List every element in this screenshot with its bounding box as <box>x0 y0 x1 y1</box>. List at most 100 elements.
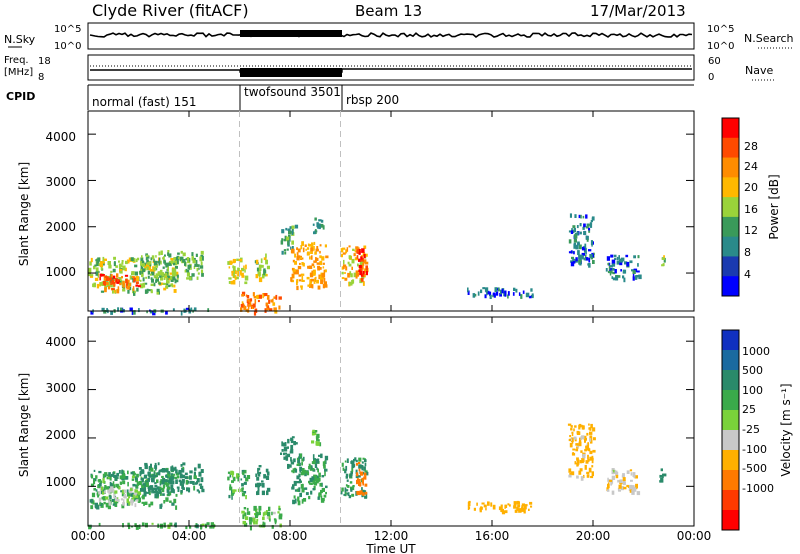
velocity-ytick-2000: 2000 <box>45 428 76 442</box>
power-echo-cell-10 <box>351 258 355 264</box>
power-echo-cell-3 <box>177 252 180 255</box>
velocity-echo-cell-3 <box>181 484 184 489</box>
velocity-echo-cell-3 <box>149 485 154 490</box>
velocity-echo-cell-0 <box>93 479 96 485</box>
power-echo-cell-11 <box>360 277 364 282</box>
nsky-strip-frame <box>87 22 695 50</box>
power-echo-cell-2 <box>129 307 133 311</box>
power-echo-cell-5 <box>273 296 276 299</box>
velocity-echo-cell-3 <box>144 462 148 466</box>
velocity-echo-cell-0 <box>134 476 138 481</box>
power-echo-cell-4 <box>232 269 237 274</box>
power-echo-cell-3 <box>186 257 190 260</box>
velocity-echo-cell-5 <box>271 525 274 529</box>
velocity-echo-cell-7 <box>293 458 296 463</box>
power-echo-cell-3 <box>139 270 142 275</box>
velocity-bar-tick-neg25: -25 <box>742 423 760 436</box>
nsearch-tick-top: 10^5 <box>707 24 734 35</box>
velocity-echo-cell-2 <box>138 524 141 529</box>
power-echo-cell-12 <box>531 293 534 299</box>
velocity-echo-cell-3 <box>196 478 200 483</box>
velocity-colorbar-swatch <box>722 350 739 371</box>
power-echo-cell-8 <box>297 248 301 253</box>
velocity-echo-cell-12 <box>501 510 506 515</box>
velocity-echo-cell-0 <box>91 474 94 479</box>
velocity-echo-cell-6 <box>266 469 269 474</box>
velocity-echo-cell-8 <box>293 495 296 499</box>
velocity-echo-cell-10 <box>365 471 369 476</box>
power-echo-cell-5 <box>257 300 260 303</box>
velocity-echo-cell-3 <box>180 464 183 467</box>
power-echo-cell-13 <box>578 254 580 260</box>
power-echo-cell-12 <box>484 294 487 299</box>
power-echo-cell-10 <box>349 271 352 276</box>
power-echo-cell-8 <box>302 247 305 253</box>
velocity-echo-cell-12 <box>507 503 510 506</box>
velocity-echo-cell-8 <box>301 468 305 473</box>
power-echo-cell-13 <box>588 227 591 231</box>
power-echo-cell-12 <box>507 294 509 299</box>
velocity-echo-cell-13 <box>579 423 582 428</box>
velocity-bar-tick-neg100: -100 <box>742 443 767 456</box>
velocity-echo-cell-13 <box>582 425 585 430</box>
power-echo-cell-13 <box>574 233 578 239</box>
velocity-echo-cell-8 <box>311 468 315 471</box>
velocity-echo-cell-1 <box>123 494 127 499</box>
power-echo-cell-10 <box>357 263 359 267</box>
velocity-echo-cell-14 <box>619 479 623 484</box>
velocity-echo-cell-0 <box>90 483 95 487</box>
power-echo-cell-5 <box>240 307 243 312</box>
velocity-echo-cell-8 <box>297 496 300 502</box>
velocity-echo-cell-13 <box>584 464 587 470</box>
power-echo-cell-13 <box>588 263 591 268</box>
power-echo-cell-7 <box>286 248 289 251</box>
velocity-echo-cell-13 <box>569 442 573 448</box>
velocity-echo-cell-14 <box>617 479 620 483</box>
power-echo-cell-0 <box>125 260 128 265</box>
power-echo-cell-7 <box>288 237 291 242</box>
power-echo-cell-1 <box>131 276 135 279</box>
velocity-echo-cell-7 <box>282 442 286 447</box>
power-echo-cell-0 <box>148 266 152 270</box>
power-echo-cell-1 <box>101 274 105 277</box>
power-echo-cell-8 <box>316 257 319 261</box>
velocity-echo-cell-13 <box>574 461 577 465</box>
power-echo-cell-7 <box>289 226 293 229</box>
power-echo-cell-0 <box>174 278 177 284</box>
velocity-echo-cell-8 <box>294 489 298 492</box>
power-echo-cell-13 <box>573 238 577 243</box>
power-echo-cell-8 <box>301 276 304 281</box>
power-echo-cell-13 <box>578 260 582 265</box>
velocity-echo-cell-0 <box>101 496 104 500</box>
power-echo-cell-15 <box>663 255 665 259</box>
velocity-echo-cell-8 <box>300 471 304 476</box>
velocity-echo-cell-13 <box>573 436 577 440</box>
power-echo-cell-3 <box>161 272 164 277</box>
power-echo-cell-14 <box>615 276 619 281</box>
velocity-echo-cell-0 <box>141 478 144 483</box>
velocity-echo-cell-13 <box>570 471 575 476</box>
power-colorbar-swatch <box>722 137 739 159</box>
velocity-echo-cell-8 <box>291 470 293 473</box>
power-echo-cell-14 <box>625 254 629 258</box>
power-echo-cell-10 <box>353 272 357 278</box>
velocity-echo-cell-8 <box>314 463 318 468</box>
velocity-echo-cell-0 <box>131 478 135 481</box>
velocity-echo-cell-8 <box>325 491 327 495</box>
velocity-echo-cell-8 <box>303 456 305 461</box>
power-echo-cell-0 <box>134 271 138 276</box>
velocity-echo-cell-2 <box>163 522 166 528</box>
power-echo-cell-0 <box>122 288 126 292</box>
power-echo-cell-0 <box>147 275 150 279</box>
velocity-echo-cell-5 <box>266 516 269 519</box>
velocity-ytick-1000: 1000 <box>45 475 76 489</box>
velocity-echo-cell-10 <box>345 473 349 477</box>
velocity-echo-cell-3 <box>154 489 157 494</box>
velocity-bar-tick-1000: 1000 <box>742 345 770 358</box>
velocity-echo-cell-8 <box>312 488 315 491</box>
velocity-echo-cell-0 <box>118 470 121 474</box>
power-echo-cell-14 <box>611 268 615 271</box>
power-echo-cell-12 <box>528 295 532 299</box>
velocity-echo-cell-10 <box>361 466 364 471</box>
power-colorbar-swatch <box>722 177 739 198</box>
